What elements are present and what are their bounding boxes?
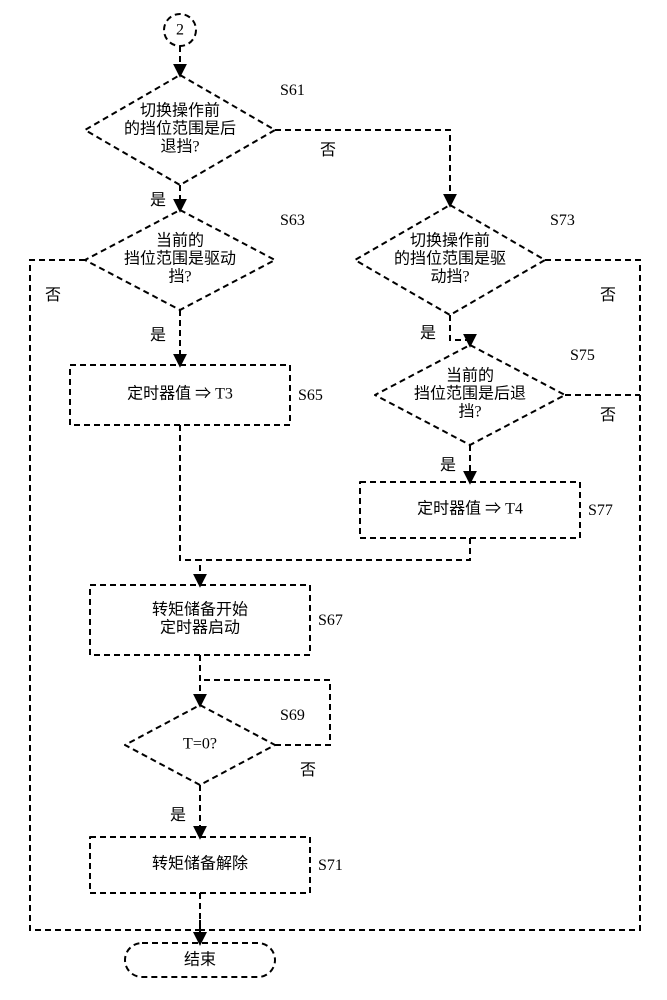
- edges: [30, 46, 640, 943]
- svg-text:定时器启动: 定时器启动: [160, 619, 240, 637]
- svg-text:定时器值 ⇒ T4: 定时器值 ⇒ T4: [417, 500, 523, 518]
- svg-text:转矩储备开始: 转矩储备开始: [152, 601, 248, 619]
- svg-text:2: 2: [176, 22, 184, 39]
- svg-text:挡?: 挡?: [458, 403, 481, 421]
- node-S75: 当前的挡位范围是后退挡?: [375, 345, 565, 445]
- edge-label-S75y-S77: 是: [440, 457, 456, 474]
- edge-label-S69y-S71: 是: [170, 807, 186, 824]
- node-S73: 切换操作前的挡位范围是驱动挡?: [355, 205, 545, 315]
- edge-label-S61n-S73: 否: [320, 142, 336, 159]
- step-label-S65: S65: [298, 387, 323, 404]
- svg-text:转矩储备解除: 转矩储备解除: [152, 855, 248, 873]
- edge-S65-S67: [180, 425, 200, 585]
- node-S67: 转矩储备开始定时器启动: [90, 585, 310, 655]
- flowchart-canvas: 2切换操作前的挡位范围是后退挡?当前的挡位范围是驱动挡?定时器值 ⇒ T3转矩储…: [0, 0, 667, 1000]
- svg-text:定时器值 ⇒ T3: 定时器值 ⇒ T3: [127, 385, 233, 403]
- svg-text:T=0?: T=0?: [183, 736, 217, 753]
- node-S61: 切换操作前的挡位范围是后退挡?: [85, 75, 275, 185]
- svg-text:当前的: 当前的: [156, 232, 204, 250]
- svg-text:切换操作前: 切换操作前: [410, 232, 490, 250]
- edge-S63n-end: [30, 260, 200, 930]
- svg-text:结束: 结束: [184, 951, 216, 969]
- labels: 是是是否是是否否否否S61S63S65S67S69S71S73S75S77: [45, 82, 616, 874]
- edge-label-S69n-loop: 否: [300, 762, 316, 779]
- edge-S77-merge: [200, 538, 470, 560]
- edge-S61n-S73: [275, 130, 450, 205]
- step-label-S63: S63: [280, 212, 305, 229]
- step-label-S77: S77: [588, 502, 613, 519]
- svg-text:的挡位范围是后: 的挡位范围是后: [124, 120, 236, 138]
- svg-text:挡位范围是后退: 挡位范围是后退: [414, 385, 526, 403]
- node-S71: 转矩储备解除: [90, 837, 310, 893]
- step-label-S75: S75: [570, 347, 595, 364]
- svg-text:的挡位范围是驱: 的挡位范围是驱: [394, 250, 506, 268]
- step-label-S73: S73: [550, 212, 575, 229]
- step-label-S61: S61: [280, 82, 305, 99]
- svg-text:当前的: 当前的: [446, 367, 494, 385]
- edge-label-S61y-S63: 是: [150, 192, 166, 209]
- edge-label-S63y-S65: 是: [150, 327, 166, 344]
- edge-label-S73n-end: 否: [600, 287, 616, 304]
- step-label-S71: S71: [318, 857, 343, 874]
- svg-text:退挡?: 退挡?: [160, 138, 199, 156]
- node-S69: T=0?: [125, 705, 275, 785]
- step-label-S67: S67: [318, 612, 343, 629]
- svg-text:挡?: 挡?: [168, 268, 191, 286]
- edge-label-S73y-S75: 是: [420, 325, 436, 342]
- node-S77: 定时器值 ⇒ T4: [360, 482, 580, 538]
- edge-S69n-loop: [200, 680, 330, 745]
- step-label-S69: S69: [280, 707, 305, 724]
- edge-label-S63n-end: 否: [45, 287, 61, 304]
- svg-text:动挡?: 动挡?: [430, 268, 469, 286]
- svg-text:挡位范围是驱动: 挡位范围是驱动: [124, 250, 236, 268]
- svg-text:切换操作前: 切换操作前: [140, 102, 220, 120]
- node-S65: 定时器值 ⇒ T3: [70, 365, 290, 425]
- edge-S73y-S75: [450, 315, 470, 345]
- edge-label-S75n-end: 否: [600, 407, 616, 424]
- node-S63: 当前的挡位范围是驱动挡?: [85, 210, 275, 310]
